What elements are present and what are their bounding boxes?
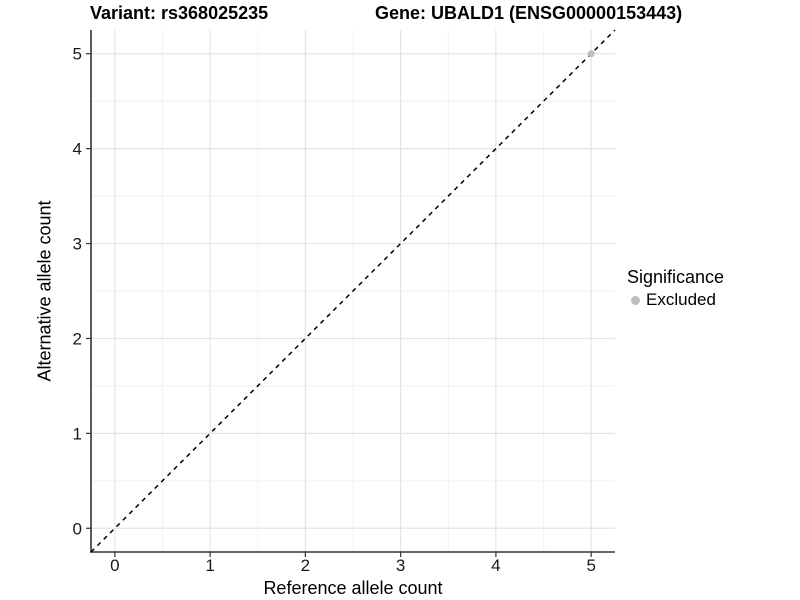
identity-dashed-line xyxy=(90,29,616,553)
x-axis-title: Reference allele count xyxy=(263,578,443,598)
legend: Significance Excluded xyxy=(627,267,724,310)
data-point-excluded xyxy=(587,50,595,58)
x-tick-label: 0 xyxy=(110,556,119,575)
x-tick-label: 5 xyxy=(586,556,595,575)
plot-title-variant: Variant: rs368025235 xyxy=(90,3,269,23)
x-tick-label: 1 xyxy=(205,556,214,575)
y-tick-label: 1 xyxy=(73,424,82,443)
x-tick-label: 4 xyxy=(491,556,500,575)
legend-item-label: Excluded xyxy=(646,290,716,309)
x-tick-label: 2 xyxy=(301,556,310,575)
y-tick-label: 2 xyxy=(73,329,82,348)
plot-title-gene: Gene: UBALD1 (ENSG00000153443) xyxy=(375,3,683,23)
legend-key-dot-icon xyxy=(631,295,640,305)
y-axis-title: Alternative allele count xyxy=(34,200,55,382)
y-tick-label: 4 xyxy=(73,140,82,159)
y-tick-label: 0 xyxy=(73,519,82,538)
y-tick-label: 5 xyxy=(73,45,82,64)
y-tick-label: 3 xyxy=(73,235,82,254)
legend-title: Significance xyxy=(627,267,725,287)
legend-item-excluded: Excluded xyxy=(627,290,724,310)
x-tick-label: 3 xyxy=(396,556,405,575)
